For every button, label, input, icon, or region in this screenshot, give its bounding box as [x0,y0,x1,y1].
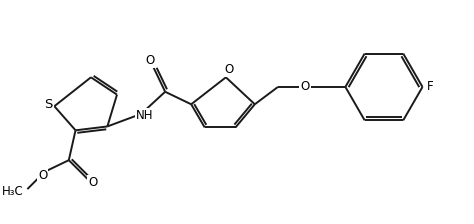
Text: S: S [45,98,53,111]
Text: NH: NH [136,109,154,122]
Text: O: O [38,169,47,182]
Text: O: O [88,176,98,189]
Text: F: F [427,80,434,93]
Text: O: O [224,63,233,76]
Text: O: O [301,80,310,93]
Text: H₃C: H₃C [2,185,24,198]
Text: O: O [145,54,155,67]
